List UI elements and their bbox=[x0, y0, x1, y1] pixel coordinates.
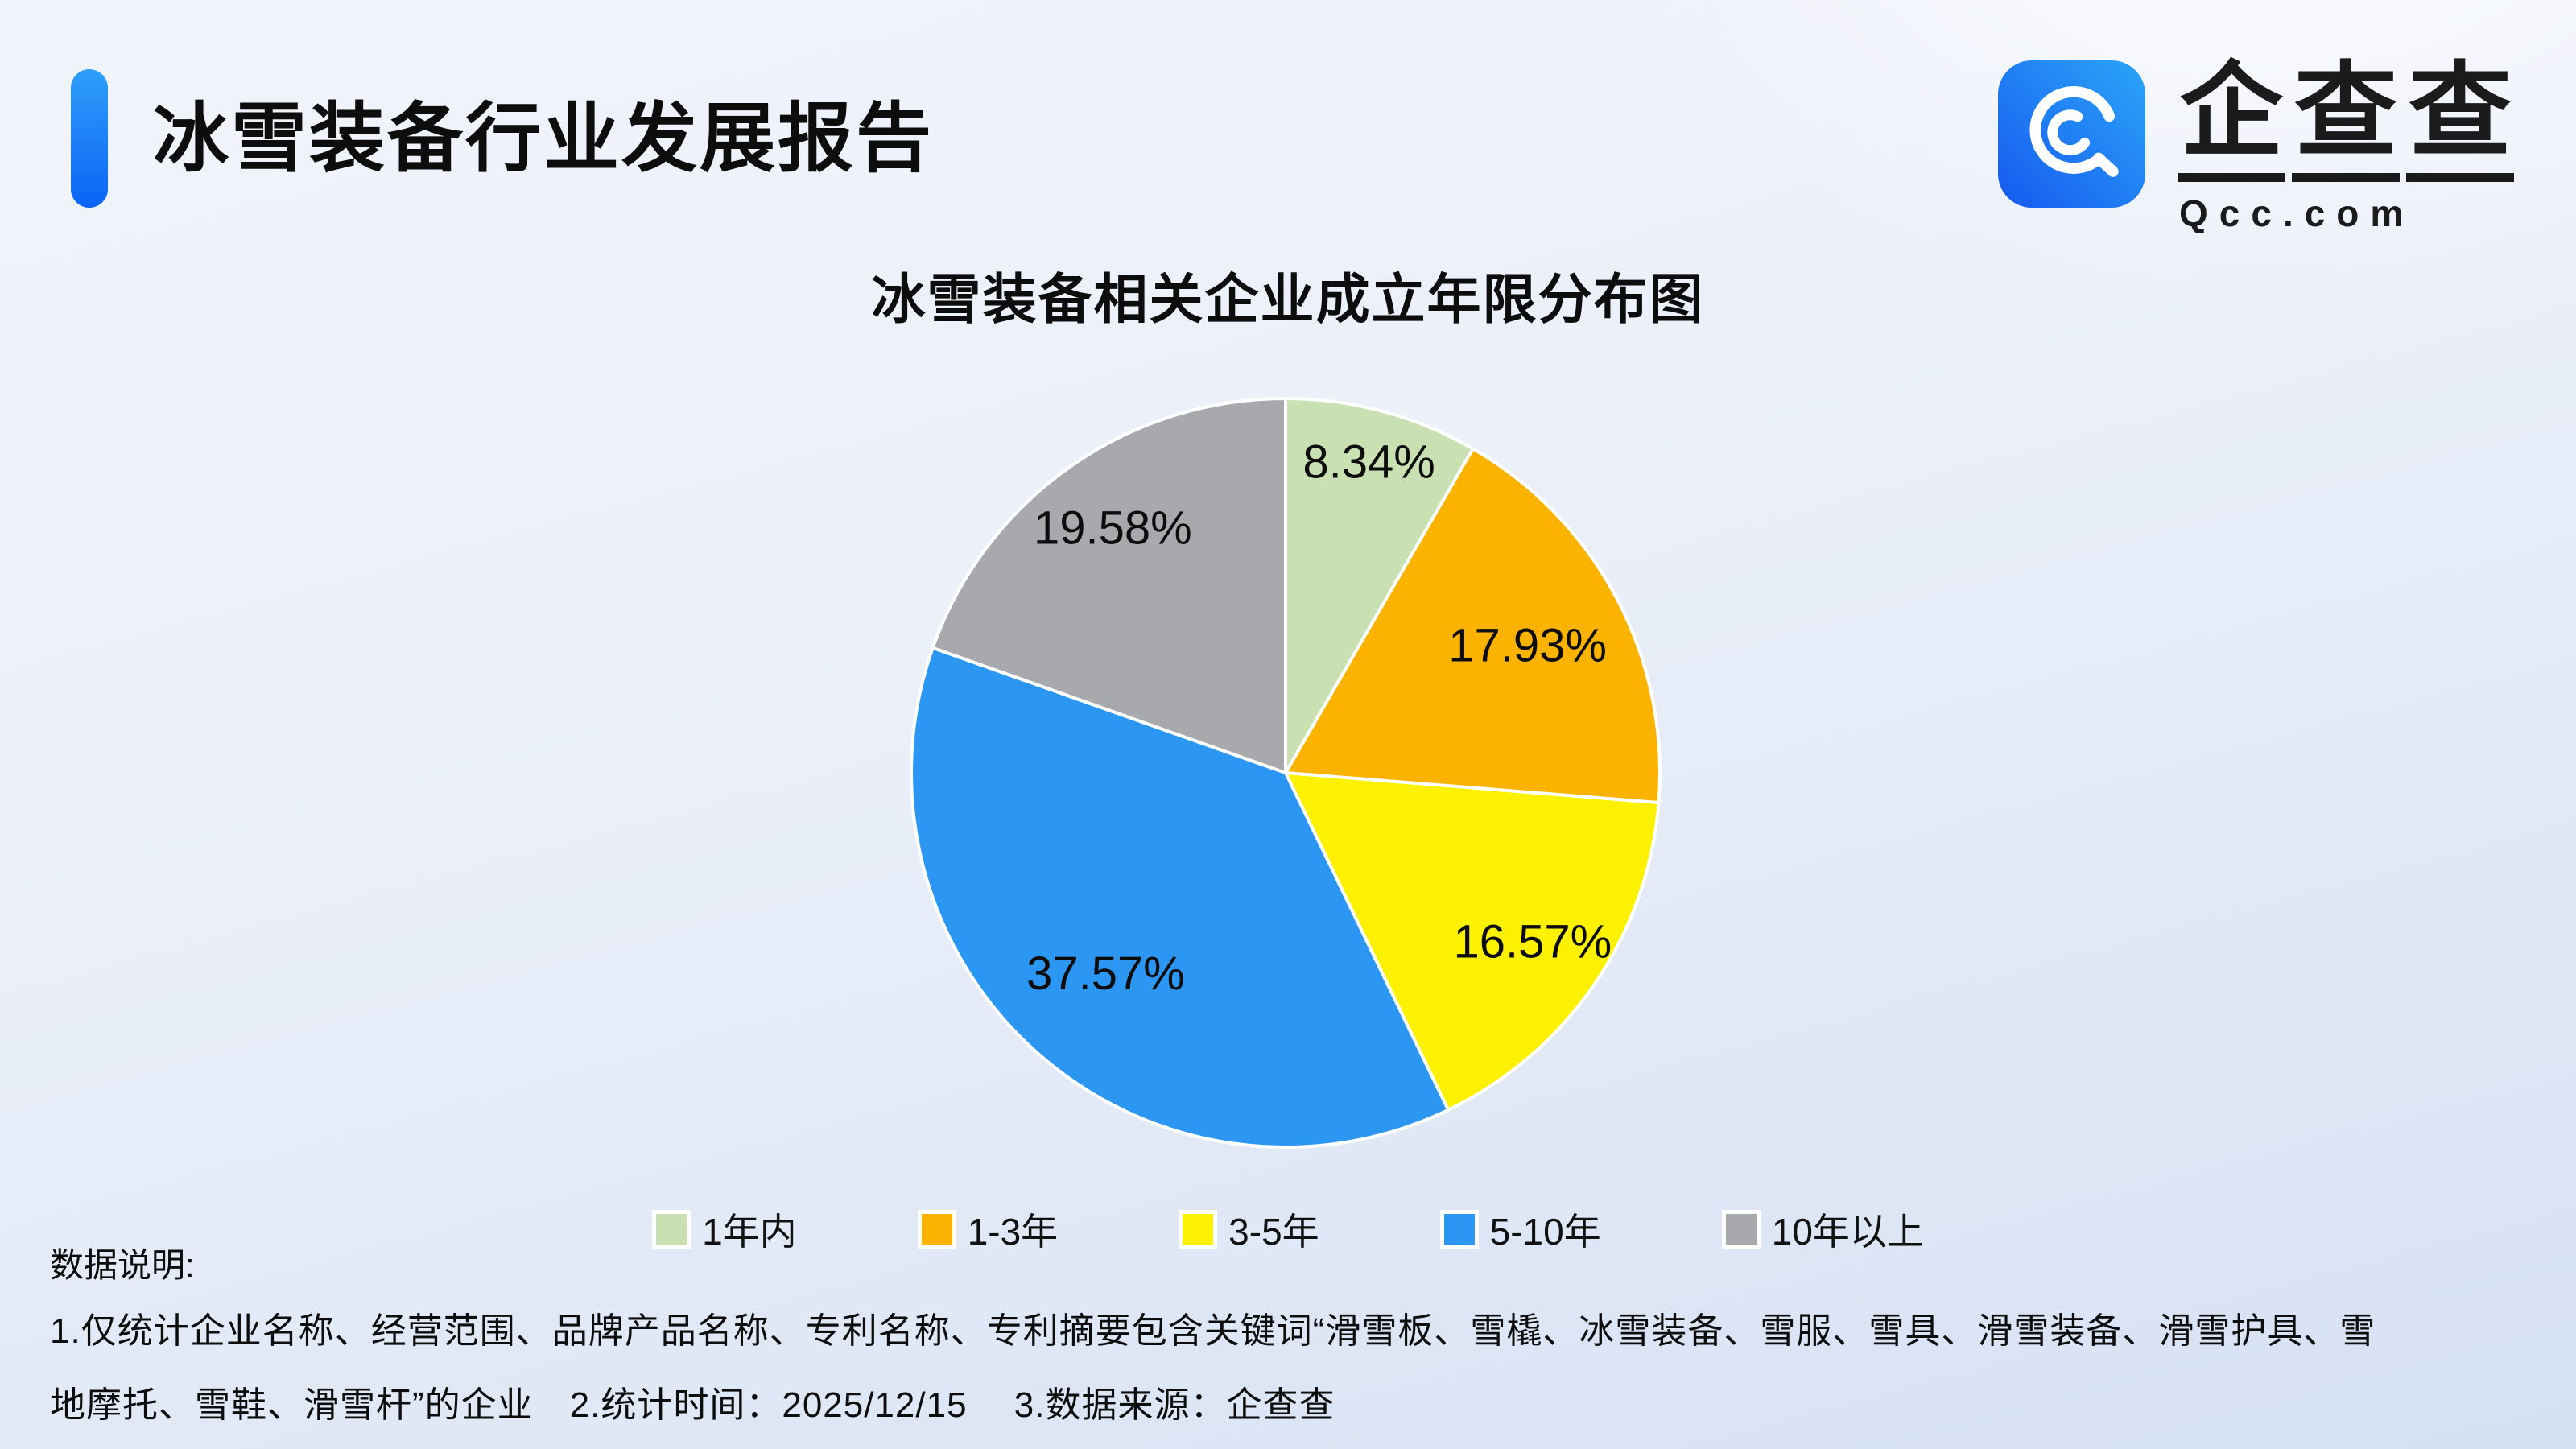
legend-swatch bbox=[1721, 1210, 1761, 1249]
legend-item-10年以上: 10年以上 bbox=[1721, 1203, 1924, 1256]
brand-name: 企查查 bbox=[2174, 60, 2517, 182]
legend-label: 5-10年 bbox=[1489, 1211, 1601, 1253]
legend-swatch bbox=[917, 1210, 956, 1249]
page-title: 冰雪装备行业发展报告 bbox=[153, 96, 935, 180]
brand-text-block: 企查查 Qcc.com bbox=[2174, 60, 2517, 235]
pie-slice-label: 19.58% bbox=[1034, 502, 1192, 555]
pie-slice-label: 17.93% bbox=[1448, 620, 1607, 672]
legend-label: 1年内 bbox=[702, 1211, 797, 1253]
legend-item-3-5年: 3-5年 bbox=[1179, 1203, 1319, 1256]
pie-slice-1年内 bbox=[1284, 397, 1475, 774]
pie-chart: 8.34% 17.93% 16.57% 37.57% 19.58% bbox=[910, 397, 1662, 1149]
legend-label: 10年以上 bbox=[1771, 1211, 1924, 1253]
legend-swatch bbox=[652, 1210, 691, 1249]
qcc-logo: 企查查 Qcc.com bbox=[1998, 60, 2517, 235]
header: 冰雪装备行业发展报告 bbox=[71, 69, 934, 208]
legend-label: 3-5年 bbox=[1228, 1211, 1319, 1253]
pie-slice-5-10年 bbox=[910, 646, 1451, 1149]
notes-label: 数据说明: bbox=[50, 1246, 195, 1284]
legend-swatch bbox=[1439, 1210, 1479, 1249]
notes-body: 1.仅统计企业名称、经营范围、品牌产品名称、专利名称、专利摘要包含关键词“滑雪板… bbox=[50, 1294, 2537, 1443]
chart-legend: 1年内 1-3年 3-5年 5-10年 10年以上 bbox=[0, 1203, 2576, 1256]
pie-slice-10年以上 bbox=[931, 397, 1287, 774]
legend-swatch bbox=[1179, 1210, 1218, 1249]
pie-slice-label: 16.57% bbox=[1454, 916, 1612, 968]
chart-title: 冰雪装备相关企业成立年限分布图 bbox=[871, 270, 1705, 330]
title-accent-bar bbox=[71, 69, 108, 208]
pie-slice-label: 8.34% bbox=[1302, 436, 1435, 488]
brand-domain: Qcc.com bbox=[2179, 192, 2415, 234]
pie-slice-1-3年 bbox=[1284, 447, 1662, 805]
brand-char: 企 bbox=[2178, 60, 2286, 182]
brand-char: 查 bbox=[2292, 60, 2401, 182]
pie-slice-3-5年 bbox=[1284, 771, 1661, 1112]
note-line: 1.仅统计企业名称、经营范围、品牌产品名称、专利名称、专利摘要包含关键词“滑雪板… bbox=[50, 1311, 2376, 1351]
legend-item-1-3年: 1-3年 bbox=[917, 1203, 1059, 1256]
legend-label: 1-3年 bbox=[967, 1211, 1059, 1253]
legend-item-5-10年: 5-10年 bbox=[1439, 1203, 1601, 1256]
qcc-magnifier-icon bbox=[1998, 60, 2145, 208]
note-line: 地摩托、雪鞋、滑雪杆”的企业 2.统计时间：2025/12/15 3.数据来源：… bbox=[50, 1385, 1335, 1425]
brand-char: 查 bbox=[2406, 60, 2515, 182]
legend-item-1年内: 1年内 bbox=[652, 1203, 797, 1256]
pie-slice-label: 37.57% bbox=[1026, 947, 1185, 1000]
